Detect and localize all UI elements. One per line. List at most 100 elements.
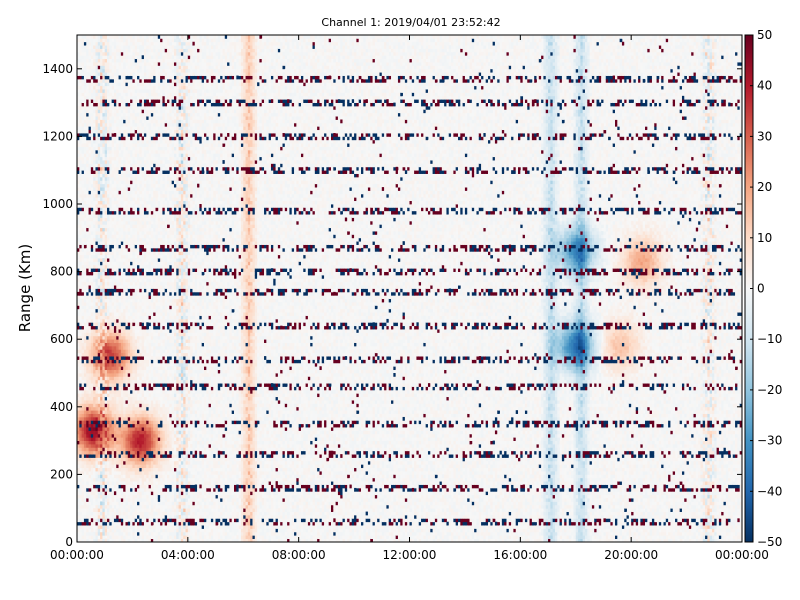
heatmap-cell [86, 326, 89, 330]
heatmap-cell [82, 109, 85, 113]
heatmap-cell [84, 143, 87, 147]
heatmap-cell [84, 265, 87, 269]
heatmap-cell [79, 508, 82, 512]
heatmap-cell [84, 353, 87, 357]
heatmap-cell [82, 515, 85, 519]
heatmap-cell [82, 376, 85, 380]
heatmap-cell [84, 96, 87, 100]
heatmap-cell [79, 414, 82, 418]
heatmap-cell [84, 55, 87, 59]
heatmap-cell [86, 147, 89, 151]
heatmap-cell [79, 120, 82, 124]
heatmap-cell [79, 495, 82, 499]
heatmap-cell [82, 65, 85, 69]
heatmap-cell [84, 447, 87, 451]
heatmap-cell [82, 444, 85, 448]
heatmap-cell [84, 380, 87, 384]
heatmap-cell [82, 143, 85, 147]
heatmap-cell [82, 535, 85, 539]
heatmap-cell [79, 163, 82, 167]
heatmap-cell [82, 214, 85, 218]
heatmap-cell [82, 451, 85, 455]
heatmap-cell [86, 441, 89, 445]
heatmap-cell [86, 309, 89, 313]
heatmap-cell [82, 332, 85, 336]
heatmap-cell [86, 393, 89, 397]
heatmap-cell [82, 261, 85, 265]
heatmap-cell [79, 106, 82, 110]
heatmap-cell [84, 309, 87, 313]
heatmap-cell [84, 285, 87, 289]
heatmap-cell [79, 363, 82, 367]
heatmap-cell [82, 366, 85, 370]
heatmap-cell [79, 373, 82, 377]
heatmap-cell [82, 336, 85, 340]
heatmap-cell [82, 346, 85, 350]
heatmap-cell [82, 505, 85, 509]
heatmap-cell [79, 420, 82, 424]
heatmap-cell [79, 136, 82, 140]
heatmap-cell [86, 424, 89, 428]
heatmap-cell [82, 424, 85, 428]
heatmap-cell [79, 380, 82, 384]
heatmap-cell [79, 501, 82, 505]
heatmap-cell [84, 302, 87, 306]
heatmap-cell [86, 430, 89, 434]
heatmap-cell [79, 454, 82, 458]
heatmap-cell [86, 491, 89, 495]
heatmap-cell [82, 234, 85, 238]
heatmap-cell [79, 532, 82, 536]
heatmap-cell [86, 211, 89, 215]
heatmap-cell [84, 255, 87, 259]
heatmap-cell [84, 474, 87, 478]
heatmap-cell [82, 454, 85, 458]
heatmap-cell [84, 322, 87, 326]
heatmap-cell [86, 207, 89, 211]
heatmap-cell [86, 370, 89, 374]
heatmap-cell [82, 218, 85, 222]
heatmap-cell [86, 336, 89, 340]
heatmap-cell [84, 359, 87, 363]
heatmap-cell [82, 430, 85, 434]
heatmap-cell [84, 224, 87, 228]
heatmap-cell [82, 248, 85, 252]
heatmap-cell [89, 515, 92, 519]
heatmap-cell [79, 478, 82, 482]
heatmap-cell [79, 69, 82, 73]
heatmap-cell [86, 505, 89, 509]
heatmap-cell [79, 160, 82, 164]
heatmap-cell [84, 76, 87, 80]
heatmap-cell [86, 234, 89, 238]
heatmap-cell [84, 299, 87, 303]
heatmap-cell [82, 167, 85, 171]
heatmap-cell [79, 59, 82, 63]
heatmap-cell [84, 157, 87, 161]
heatmap-cell [79, 35, 82, 39]
heatmap-cell [86, 248, 89, 252]
heatmap-cell [86, 89, 89, 93]
heatmap-cell [82, 86, 85, 90]
heatmap-cell [86, 339, 89, 343]
heatmap-cell [82, 363, 85, 367]
heatmap-cell [79, 444, 82, 448]
heatmap-cell [84, 177, 87, 181]
heatmap-cell [82, 62, 85, 66]
heatmap-cell [79, 407, 82, 411]
heatmap-cell [82, 184, 85, 188]
heatmap-cell [84, 123, 87, 127]
heatmap-cell [84, 430, 87, 434]
heatmap-cell [84, 42, 87, 46]
heatmap-cell [82, 116, 85, 120]
heatmap-cell [86, 468, 89, 472]
heatmap-cell [84, 332, 87, 336]
heatmap-cell [82, 464, 85, 468]
heatmap-cell [86, 157, 89, 161]
heatmap-cell [79, 359, 82, 363]
chart-figure: Channel 1: 2019/04/01 23:52:42 00:00:00 0… [0, 0, 800, 600]
heatmap-cell [84, 488, 87, 492]
heatmap-cell [82, 525, 85, 529]
heatmap-cell [79, 383, 82, 387]
heatmap-cell [86, 363, 89, 367]
heatmap-cell [79, 221, 82, 225]
heatmap-cell [79, 265, 82, 269]
